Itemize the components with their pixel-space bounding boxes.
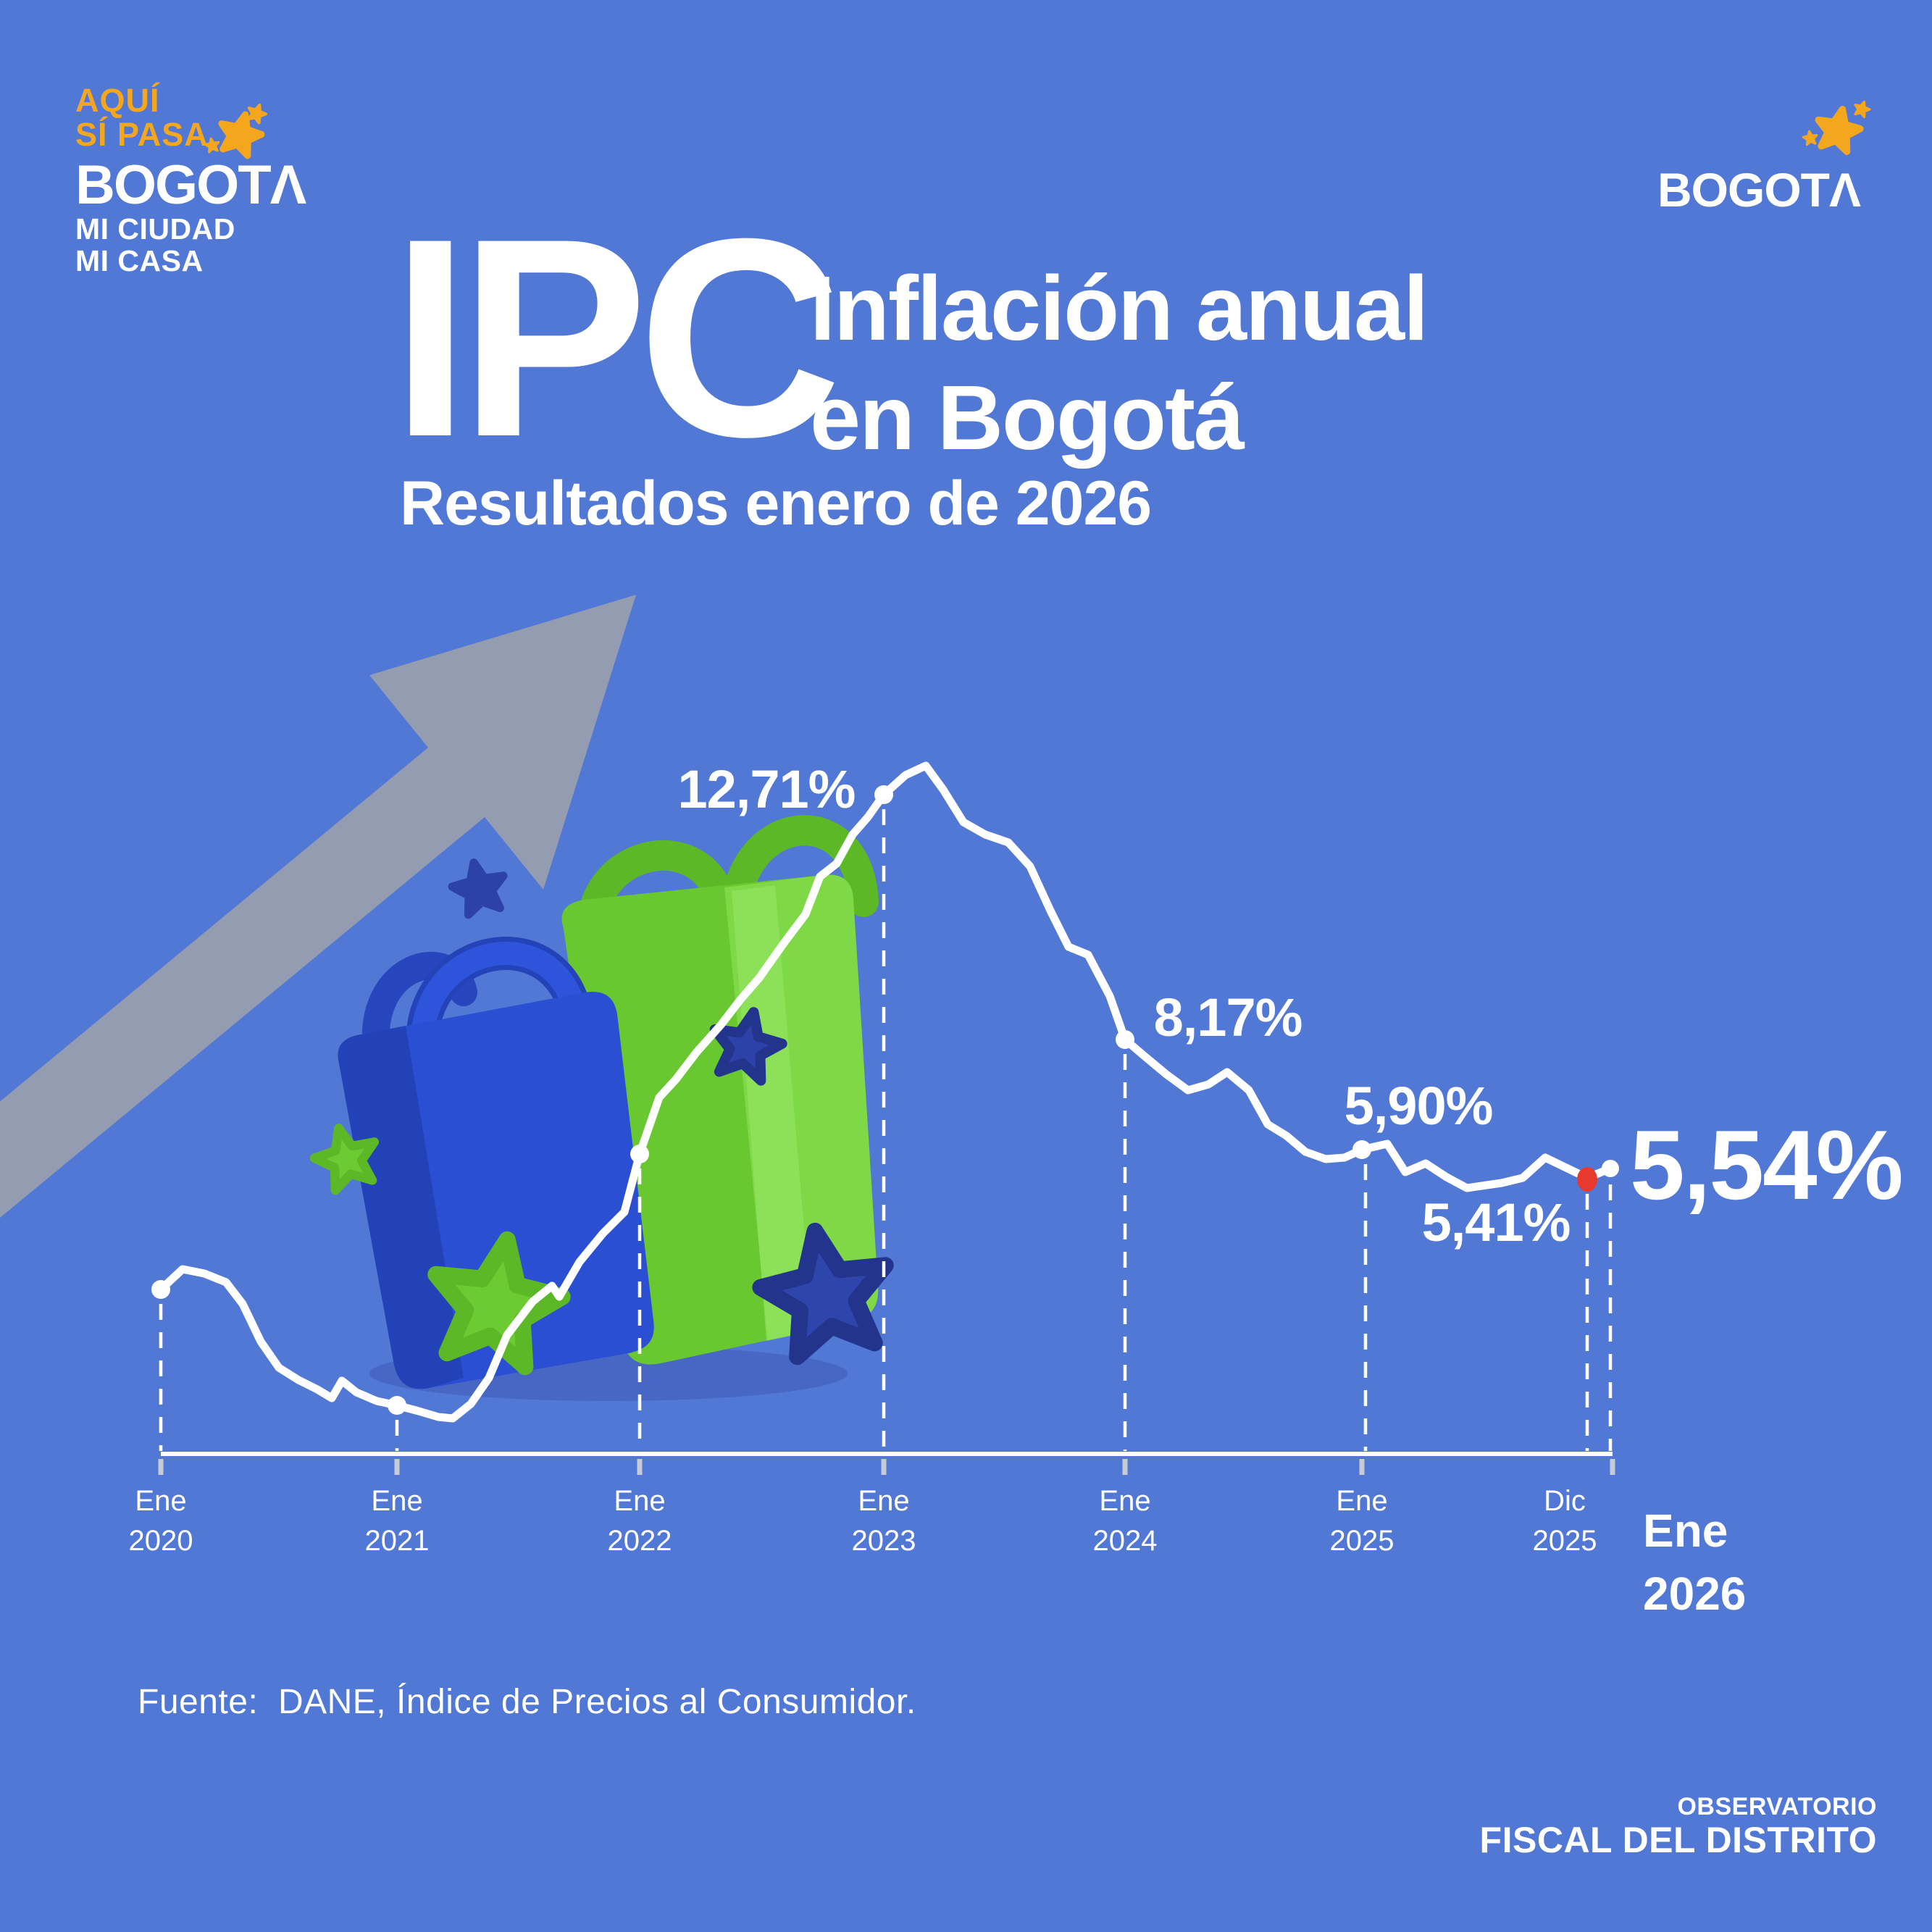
logo-left-wordmark: BOGOTΛ xyxy=(75,157,306,213)
logo-left-tag1: MI CIUDAD xyxy=(75,212,235,246)
source-note: Fuente: DANE, Índice de Precios al Consu… xyxy=(138,1683,916,1721)
inflation-line xyxy=(156,761,1615,1423)
x-label: Ene xyxy=(135,1485,186,1517)
logo-right-wordmark-accent: Λ xyxy=(1829,163,1861,217)
x-label: Ene xyxy=(371,1485,422,1517)
line-chart: 12,71% 8,17% 5,90% 5,41% 5,54% Ene 2020 … xyxy=(129,759,1904,1620)
value-label-ene-2024: 8,17% xyxy=(1154,987,1302,1047)
x-label: Ene xyxy=(1336,1485,1387,1517)
logo-left-tag2: MI CASA xyxy=(75,243,204,277)
data-point-markers xyxy=(151,785,1619,1415)
navy-star-icon xyxy=(448,857,510,916)
x-label: 2022 xyxy=(608,1525,672,1557)
x-label: Ene xyxy=(858,1485,909,1517)
value-label-ene-2026: 5,54% xyxy=(1630,1110,1902,1220)
x-label: 2023 xyxy=(852,1525,916,1557)
trend-up-arrow-icon xyxy=(0,595,636,1218)
page-title-headline: Inflación anual en Bogotá xyxy=(810,254,1429,472)
x-label: 2025 xyxy=(1533,1525,1597,1557)
x-label-emphasis: 2026 xyxy=(1643,1568,1746,1620)
credit-line1: OBSERVATORIO xyxy=(1677,1793,1877,1820)
credit-line2: FISCAL DEL DISTRITO xyxy=(1479,1820,1877,1861)
value-label-dic-2025: 5,41% xyxy=(1422,1192,1571,1253)
page-subtitle: Resultados enero de 2026 xyxy=(400,469,1152,538)
x-label: 2021 xyxy=(365,1525,430,1557)
logo-bogota-mi-ciudad-mi-casa: AQUÍ SÍ PASA BOGOTΛ MI CIUDAD MI CASA xyxy=(75,82,306,277)
logo-left-wordmark-text: BOGOT xyxy=(75,154,272,216)
logo-left-line2: SÍ PASA xyxy=(75,115,209,153)
chart-droplines xyxy=(159,809,1613,1451)
page-title-acronym: IPC xyxy=(391,180,842,495)
highlight-point-red xyxy=(1577,1167,1597,1192)
logo-right-wordmark-text: BOGOT xyxy=(1657,163,1830,217)
x-label: 2025 xyxy=(1330,1525,1394,1557)
x-label: 2020 xyxy=(129,1525,193,1557)
logo-left-line1: AQUÍ xyxy=(75,82,160,119)
headline-line1: Inflación anual xyxy=(810,257,1429,359)
x-label: 2024 xyxy=(1093,1525,1158,1557)
x-axis-ticks xyxy=(158,1459,1615,1475)
credit-observatorio: OBSERVATORIO FISCAL DEL DISTRITO xyxy=(1479,1793,1877,1861)
x-label: Dic xyxy=(1544,1485,1586,1517)
blue-shopping-bag-icon xyxy=(338,937,654,1389)
x-label: Ene xyxy=(614,1485,665,1517)
yellow-stars-right-icon xyxy=(1802,99,1871,153)
x-label: Ene xyxy=(1099,1485,1150,1517)
x-axis-labels: Ene 2020 Ene 2021 Ene 2022 Ene 2023 Ene … xyxy=(129,1485,1747,1620)
value-label-ene-2025: 5,90% xyxy=(1345,1076,1493,1136)
logo-bogota: BOGOTΛ xyxy=(1657,162,1861,217)
value-label-ene-2023: 12,71% xyxy=(678,759,856,819)
headline-line2: en Bogotá xyxy=(810,367,1245,469)
logo-left-wordmark-accent: Λ xyxy=(269,154,307,216)
x-label-emphasis: Ene xyxy=(1643,1505,1728,1557)
